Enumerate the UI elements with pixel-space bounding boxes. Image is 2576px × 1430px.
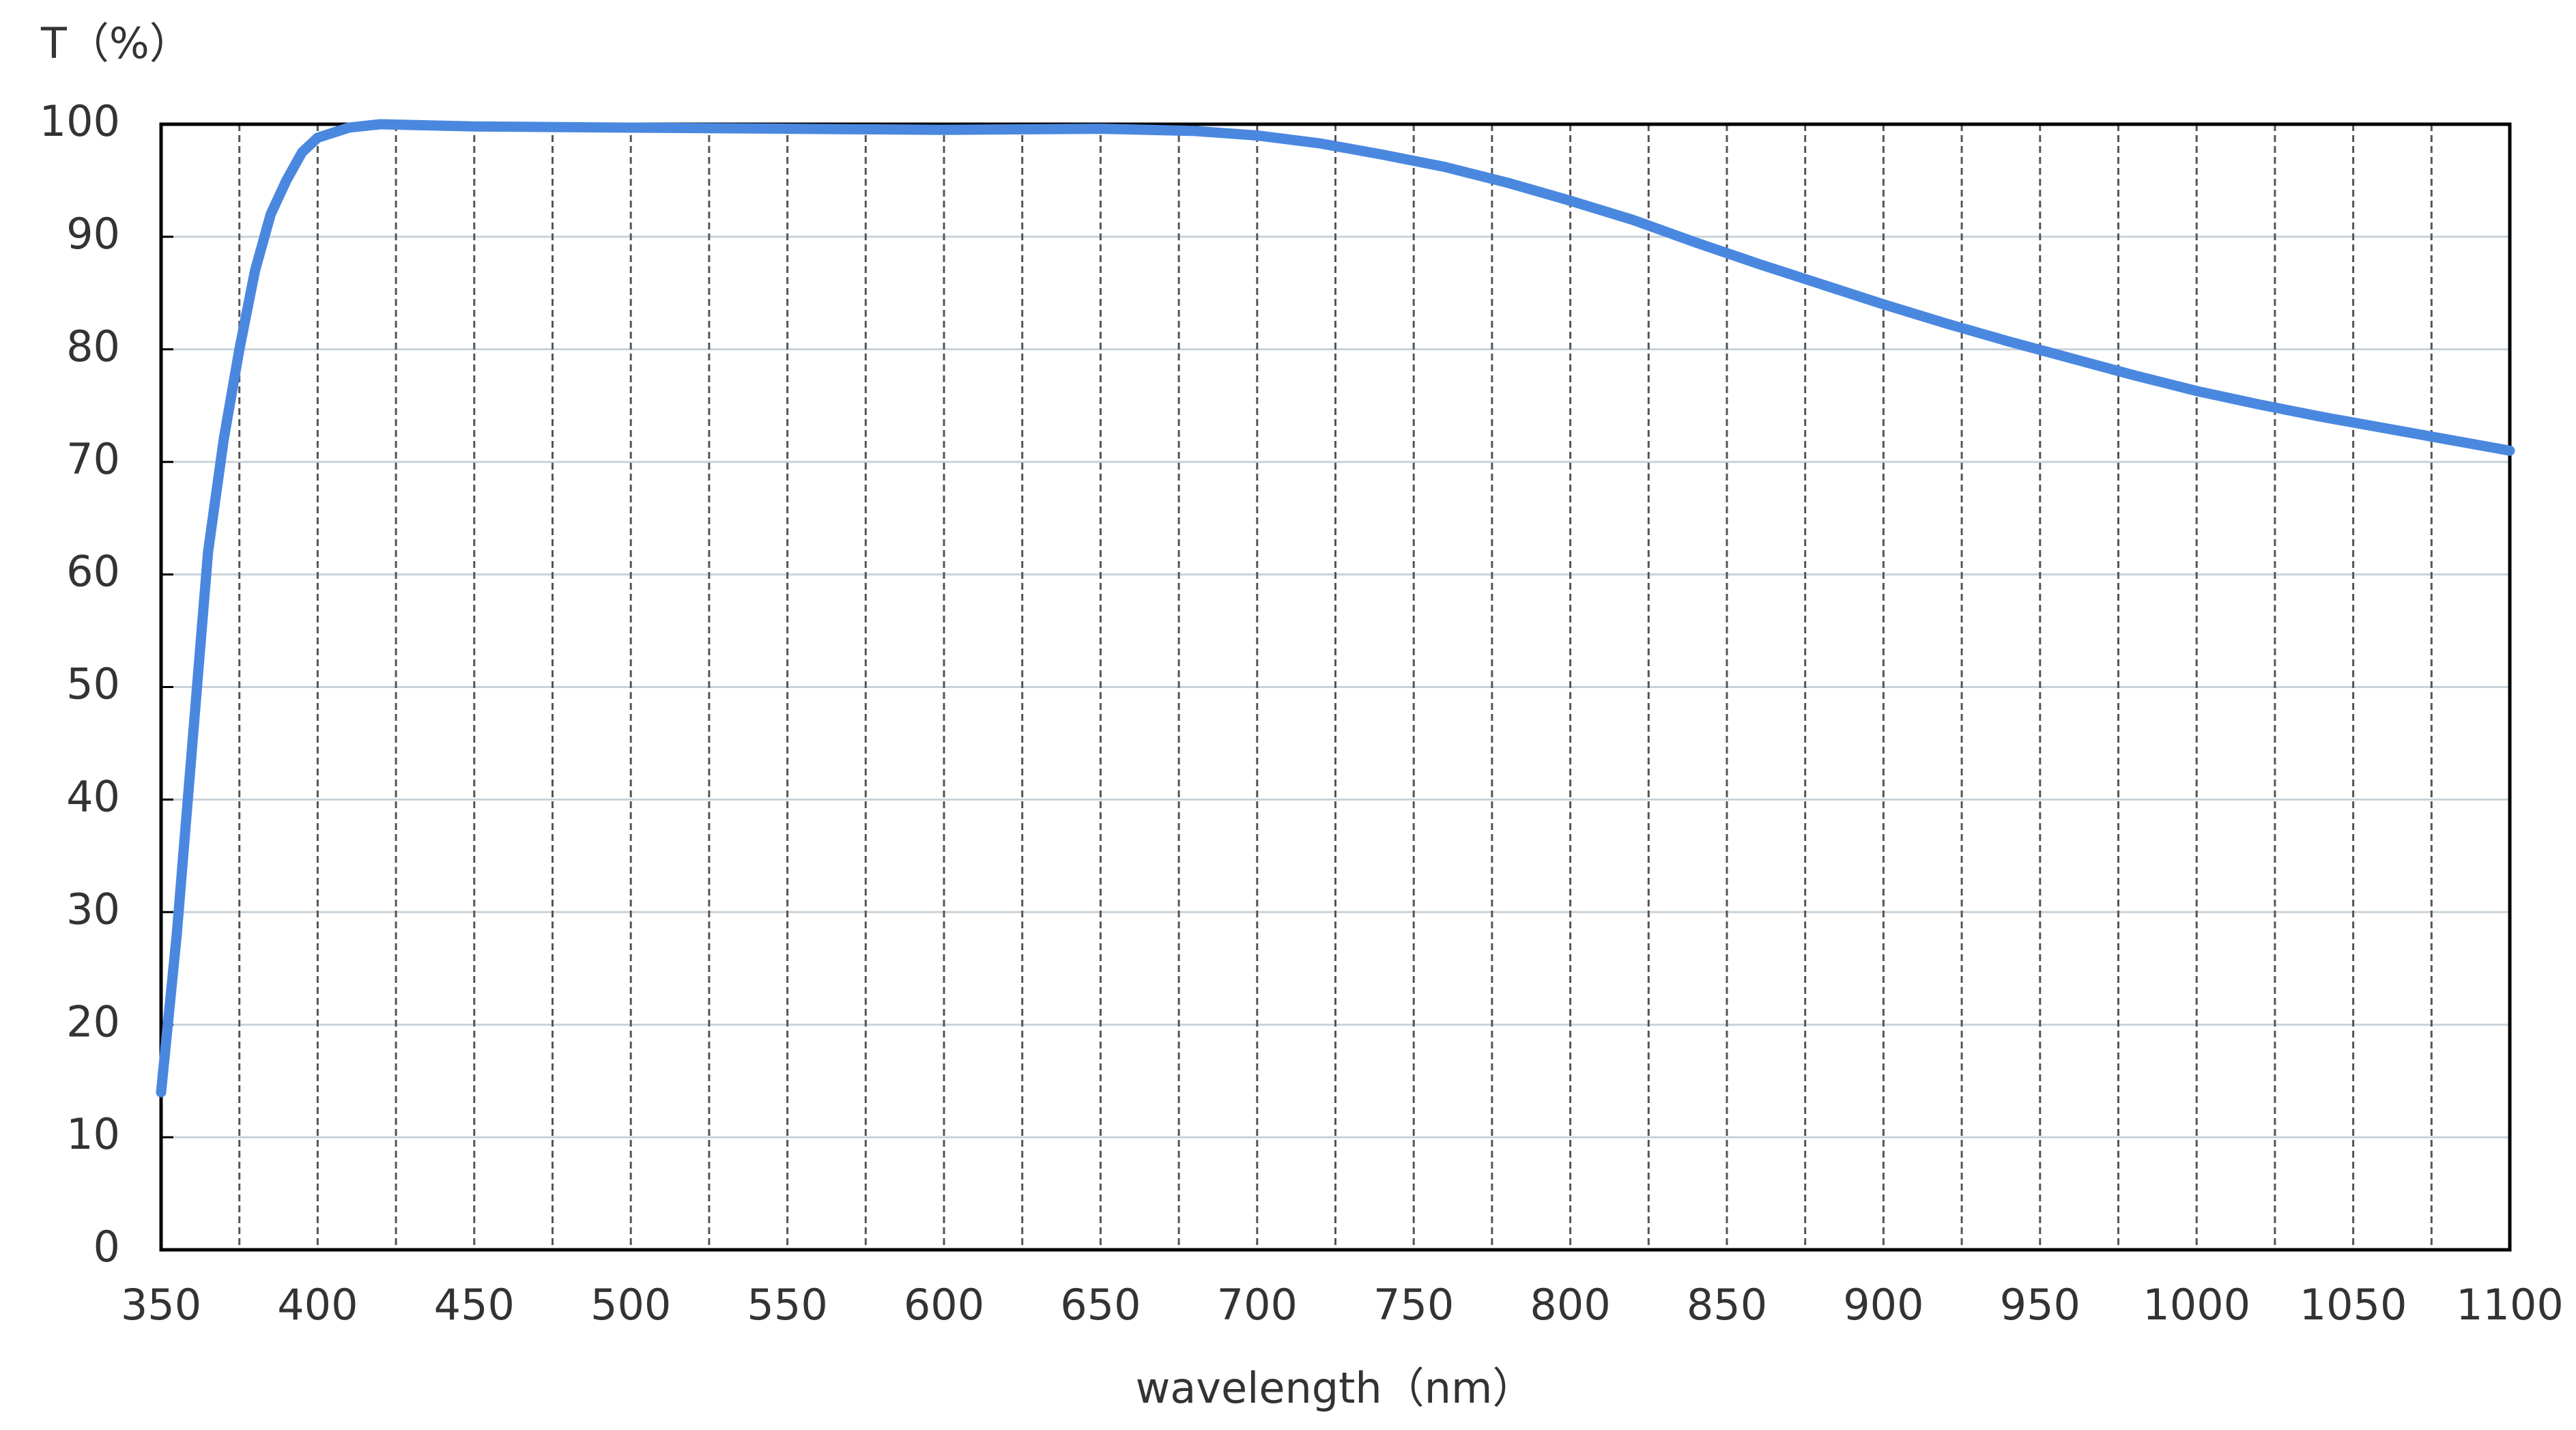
y-tick-label: 60 [66, 547, 120, 597]
y-tick-label: 80 [66, 321, 120, 371]
y-tick-label: 10 [66, 1109, 120, 1159]
y-tick-label: 100 [40, 96, 120, 146]
x-tick-label: 650 [1060, 1280, 1141, 1330]
y-tick-label: 40 [66, 771, 120, 821]
y-tick-label: 30 [66, 884, 120, 934]
x-tick-label: 1100 [2456, 1280, 2564, 1330]
x-tick-label: 700 [1217, 1280, 1298, 1330]
x-tick-label: 400 [277, 1280, 358, 1330]
x-tick-label: 1000 [2143, 1280, 2250, 1330]
x-tick-label: 350 [121, 1280, 201, 1330]
x-tick-label: 600 [904, 1280, 984, 1330]
x-tick-label: 950 [2000, 1280, 2080, 1330]
x-tick-label: 500 [590, 1280, 671, 1330]
x-tick-label: 800 [1530, 1280, 1610, 1330]
y-axis-label: T（%） [40, 18, 192, 68]
y-tick-label: 70 [66, 434, 120, 484]
x-tick-label: 450 [434, 1280, 515, 1330]
y-tick-label: 50 [66, 659, 120, 709]
x-axis-label: wavelength（nm） [1136, 1363, 1535, 1413]
line [156, 119, 2515, 1098]
x-tick-label: 850 [1687, 1280, 1767, 1330]
y-tick-label: 20 [66, 997, 120, 1046]
y-tick-label: 90 [66, 209, 120, 259]
plot-frame [159, 122, 2512, 1252]
y-tick-label: 0 [94, 1222, 120, 1272]
x-tick-label: 550 [747, 1280, 827, 1330]
x-tick-label: 1050 [2300, 1280, 2407, 1330]
x-tick-label: 900 [1843, 1280, 1923, 1330]
x-tick-label: 750 [1373, 1280, 1454, 1330]
